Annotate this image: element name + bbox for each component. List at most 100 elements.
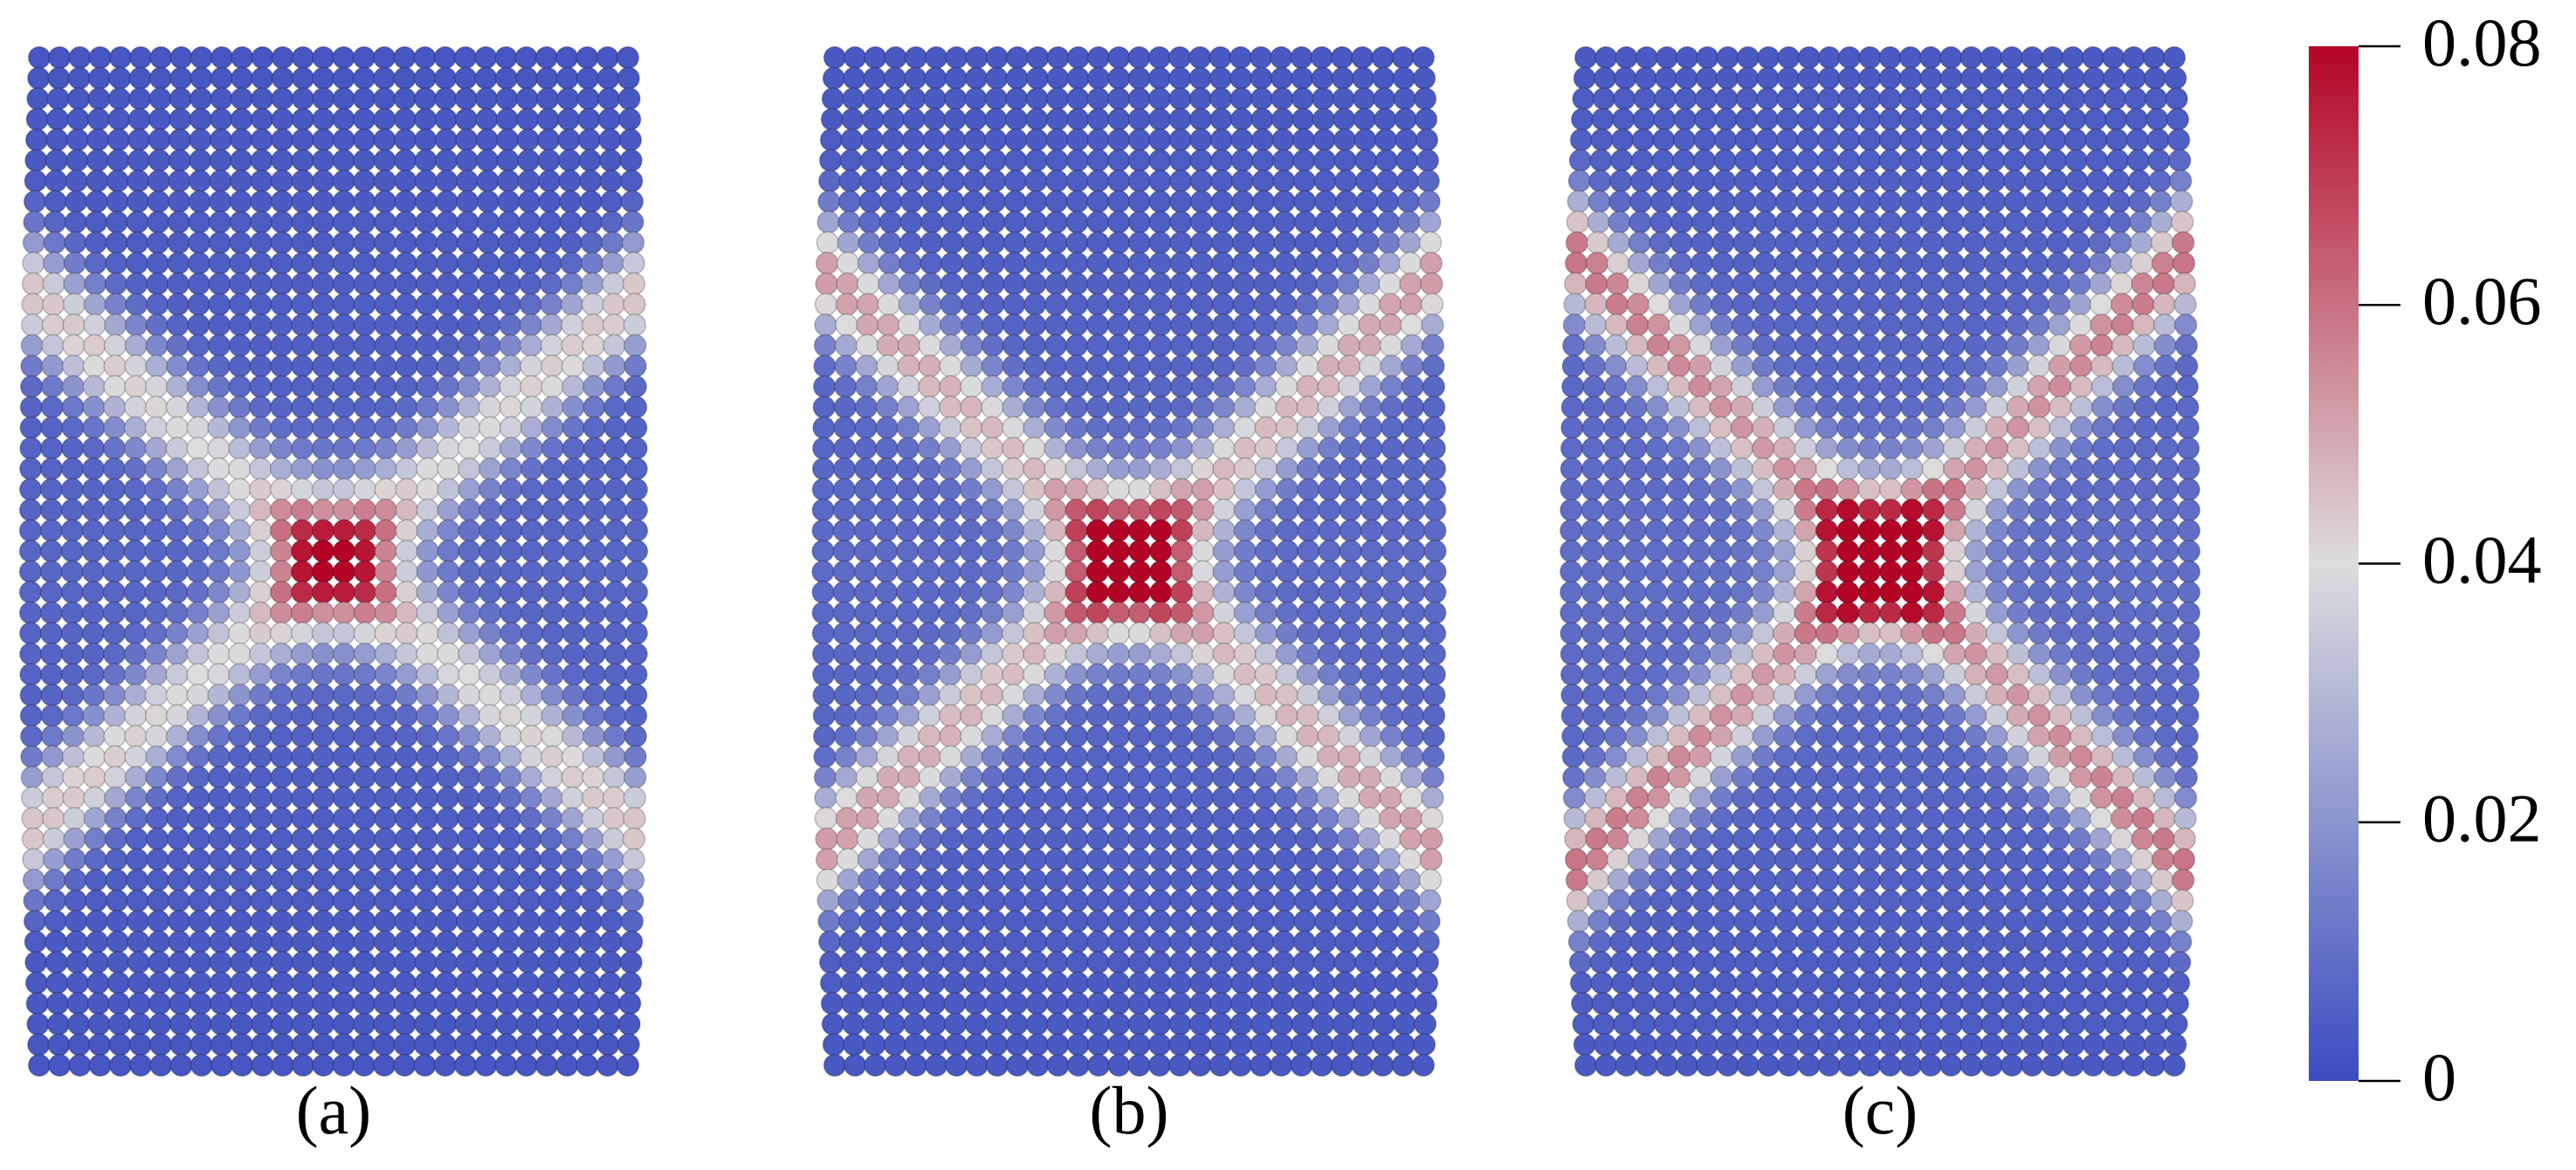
particle: [311, 807, 335, 830]
particle: [189, 86, 213, 111]
particle: [1023, 663, 1046, 686]
particle: [499, 622, 523, 645]
particle: [42, 827, 65, 851]
particle: [1836, 416, 1860, 440]
particle: [603, 581, 628, 604]
particle: [19, 683, 43, 707]
particle: [1023, 704, 1046, 727]
particle: [1645, 704, 1670, 727]
particle: [1669, 251, 1693, 275]
particle: [1106, 766, 1131, 789]
particle: [943, 86, 968, 111]
particle: [1169, 251, 1193, 275]
particle: [1001, 642, 1025, 666]
particle: [2156, 560, 2180, 584]
particle: [1291, 971, 1316, 995]
particle: [1106, 601, 1131, 625]
particle: [1774, 786, 1797, 810]
particle: [1564, 251, 1588, 275]
particle: [374, 437, 398, 460]
particle: [148, 127, 171, 152]
particle: [540, 766, 564, 789]
particle: [81, 601, 106, 625]
particle: [1191, 498, 1215, 522]
particle: [165, 437, 189, 460]
particle: [1687, 663, 1712, 686]
particle: [476, 930, 499, 953]
particle: [437, 539, 460, 563]
particle: [1418, 889, 1442, 912]
particle: [1311, 1033, 1334, 1056]
particle: [1045, 86, 1070, 111]
particle: [1337, 766, 1361, 789]
particle: [458, 622, 481, 645]
particle: [2107, 909, 2132, 933]
particle: [1919, 127, 1944, 152]
particle: [414, 148, 437, 173]
particle: [39, 539, 64, 563]
particle: [2022, 86, 2045, 111]
particle: [1899, 127, 1923, 152]
particle: [18, 581, 43, 604]
particle: [1736, 45, 1760, 70]
particle: [879, 169, 904, 193]
particle: [1858, 1033, 1882, 1056]
particle: [62, 334, 86, 357]
particle: [1960, 86, 1984, 111]
particle: [1148, 971, 1172, 995]
particle: [103, 354, 127, 378]
particle: [1085, 724, 1110, 748]
particle: [1148, 704, 1173, 727]
particle: [539, 848, 563, 871]
particle: [144, 396, 169, 419]
particle: [1209, 107, 1233, 131]
particle: [64, 868, 87, 892]
particle: [2134, 519, 2159, 542]
particle: [1127, 909, 1152, 933]
particle: [1794, 231, 1819, 255]
particle: [43, 231, 66, 255]
particle: [228, 313, 252, 337]
particle: [980, 437, 1004, 460]
particle: [1985, 601, 2009, 625]
particle: [1713, 971, 1738, 995]
particle: [1274, 766, 1298, 789]
particle: [105, 889, 129, 912]
particle: [961, 272, 985, 296]
particle: [312, 66, 335, 90]
particle: [2004, 251, 2028, 275]
particle: [45, 148, 69, 173]
particle: [499, 683, 523, 707]
particle: [2026, 292, 2050, 316]
particle: [42, 848, 66, 871]
particle: [1794, 745, 1818, 768]
particle: [2007, 498, 2030, 522]
particle: [1297, 539, 1320, 563]
particle: [1695, 1033, 1718, 1056]
particle: [1190, 313, 1215, 337]
particle: [1774, 251, 1798, 275]
particle: [2063, 127, 2088, 152]
particle: [520, 519, 544, 542]
particle: [875, 478, 899, 501]
particle: [619, 148, 643, 173]
particle: [1085, 437, 1110, 460]
particle: [26, 1012, 50, 1036]
particle: [2006, 663, 2030, 686]
particle: [311, 724, 335, 748]
particle: [1939, 1033, 1963, 1056]
particle: [876, 766, 900, 789]
particle: [2005, 786, 2029, 810]
particle: [1064, 334, 1089, 357]
particle: [1106, 231, 1131, 255]
particle: [1232, 807, 1256, 830]
particle: [269, 581, 293, 604]
particle: [1753, 292, 1776, 316]
particle: [624, 519, 649, 542]
particle: [541, 622, 565, 645]
particle: [602, 827, 625, 851]
particle: [1085, 663, 1110, 686]
particle: [2164, 66, 2187, 90]
particle: [352, 950, 376, 974]
particle: [2083, 86, 2107, 111]
